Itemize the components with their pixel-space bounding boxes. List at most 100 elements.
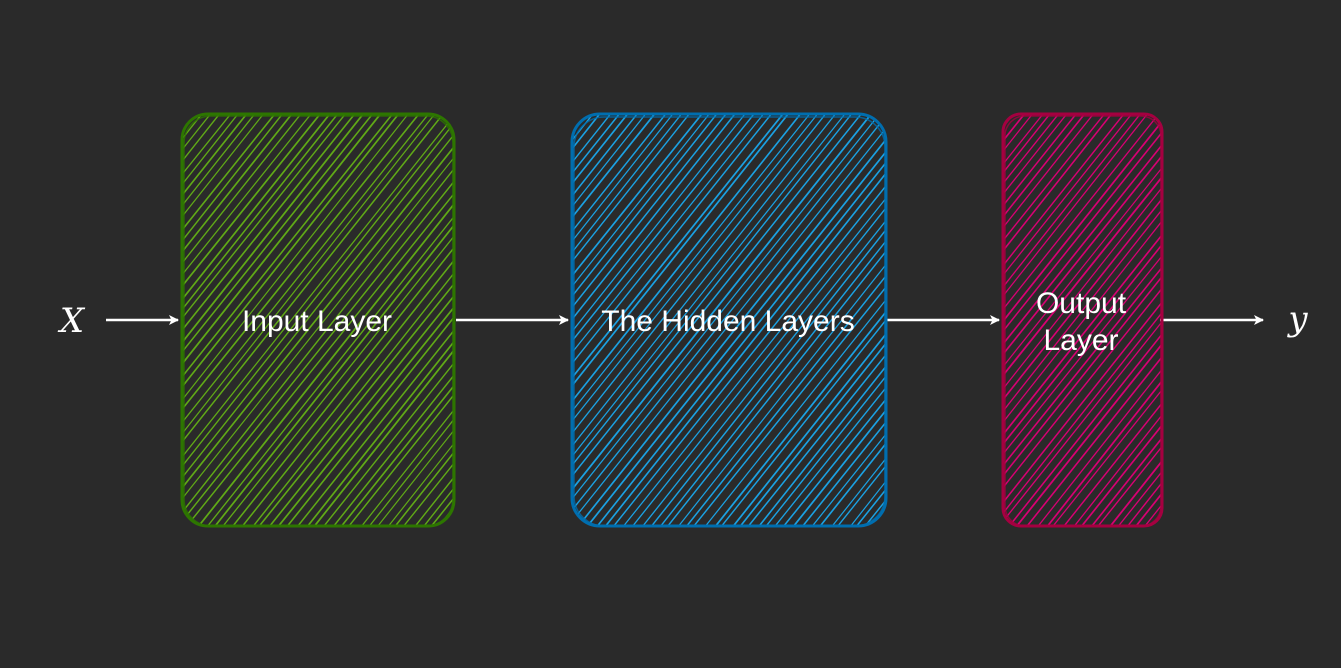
hatch-stroke <box>1003 114 1162 526</box>
hatch-stroke <box>182 114 454 526</box>
hatch-stroke <box>272 114 454 526</box>
hatch-stroke <box>182 114 454 526</box>
hatch-stroke <box>662 114 886 526</box>
hatch-stroke <box>227 114 454 526</box>
hatch-stroke <box>389 114 454 526</box>
hatch-stroke <box>572 114 741 526</box>
hatch-stroke <box>1069 114 1162 526</box>
hatch-stroke <box>572 114 886 526</box>
hatch-stroke <box>742 114 886 526</box>
hatch-stroke <box>1092 114 1162 526</box>
hatch-stroke <box>572 114 769 526</box>
hatch-stroke <box>182 114 379 526</box>
hatch-stroke <box>182 114 298 526</box>
hatch-stroke <box>364 114 454 526</box>
hatch-stroke <box>572 114 732 526</box>
hatch-stroke <box>710 114 886 526</box>
hatch-stroke <box>182 114 288 526</box>
hatch-stroke <box>182 114 317 526</box>
hatch-stroke <box>572 114 751 526</box>
hatch-stroke <box>182 114 434 526</box>
hatch-stroke <box>343 114 454 526</box>
hatch-stroke <box>1076 114 1162 526</box>
hatch-stroke <box>182 114 449 526</box>
input-layer-hatch <box>0 108 454 532</box>
hatch-stroke <box>1003 114 1162 526</box>
hatch-stroke <box>572 114 816 526</box>
hatch-stroke <box>572 114 679 526</box>
hatch-stroke <box>182 114 307 526</box>
hatch-stroke <box>681 114 886 526</box>
hatch-stroke <box>182 114 454 526</box>
hatch-stroke <box>572 114 857 526</box>
hatch-stroke <box>1003 114 1162 526</box>
hatch-stroke <box>572 114 695 526</box>
hatch-stroke <box>292 114 454 526</box>
hidden-layers-node[interactable]: The Hidden Layers <box>159 108 1237 532</box>
hatch-stroke <box>572 114 841 526</box>
hatch-stroke <box>182 114 261 526</box>
hatch-stroke <box>1003 114 1162 526</box>
hatch-stroke <box>727 114 886 526</box>
hatch-stroke <box>0 108 108 532</box>
hatch-stroke <box>600 114 886 526</box>
hatch-stroke <box>182 114 387 526</box>
hatch-stroke <box>247 114 454 526</box>
hatch-stroke <box>572 114 886 526</box>
hatch-stroke <box>237 114 454 526</box>
hatch-stroke <box>182 114 361 526</box>
hatch-stroke <box>372 114 454 526</box>
hatch-stroke <box>734 114 886 526</box>
hatch-stroke <box>1003 114 1162 526</box>
hatch-stroke <box>1042 114 1162 526</box>
hatch-stroke <box>826 114 886 526</box>
hatch-stroke <box>281 114 454 526</box>
hatch-stroke <box>572 114 794 526</box>
hatch-stroke <box>788 114 886 526</box>
hatch-stroke <box>302 114 454 526</box>
hatch-stroke <box>1086 114 1162 526</box>
hatch-stroke <box>618 114 886 526</box>
hatch-stroke <box>1003 114 1162 526</box>
hatch-stroke <box>655 114 886 526</box>
hatch-stroke <box>572 114 643 526</box>
hidden-layers-label: The Hidden Layers <box>601 305 854 338</box>
hatch-stroke <box>753 114 886 526</box>
hatch-stroke <box>572 114 789 526</box>
hatch-stroke <box>182 114 351 526</box>
input-layer-node[interactable]: Input Layer <box>0 108 808 532</box>
hatch-stroke <box>1003 114 1099 526</box>
hatch-stroke <box>383 114 454 526</box>
hatch-stroke <box>182 114 399 526</box>
hatch-stroke <box>572 114 877 526</box>
output-layer-node[interactable]: Output Layer <box>590 108 1341 532</box>
hatch-stroke <box>572 114 634 526</box>
hatch-stroke <box>673 114 886 526</box>
hatch-stroke <box>1003 114 1162 526</box>
hatch-stroke <box>182 114 336 526</box>
hatch-stroke <box>182 114 454 526</box>
output-layer-label-line-2: Layer <box>1043 324 1118 357</box>
hatch-stroke <box>591 114 886 526</box>
hatch-stroke <box>1003 114 1110 526</box>
hatch-stroke <box>182 114 253 526</box>
hatch-stroke <box>182 114 405 526</box>
hatch-stroke <box>1003 114 1064 526</box>
hatch-stroke <box>264 114 454 526</box>
hatch-stroke <box>1032 114 1162 526</box>
hatch-stroke <box>1021 114 1162 526</box>
hatch-stroke <box>769 114 886 526</box>
hatch-stroke <box>1003 114 1138 526</box>
hatch-stroke <box>1003 114 1162 526</box>
hatch-stroke <box>182 114 441 526</box>
hatch-stroke <box>572 114 760 526</box>
hatch-stroke <box>572 114 851 526</box>
hatch-stroke <box>182 114 454 526</box>
output-layer-label-line-1: Output <box>1036 287 1127 320</box>
hatch-stroke <box>760 114 886 526</box>
hatch-stroke <box>182 114 326 526</box>
hatch-stroke <box>814 114 886 526</box>
hatch-stroke <box>1003 114 1117 526</box>
hatch-stroke <box>1003 114 1091 526</box>
